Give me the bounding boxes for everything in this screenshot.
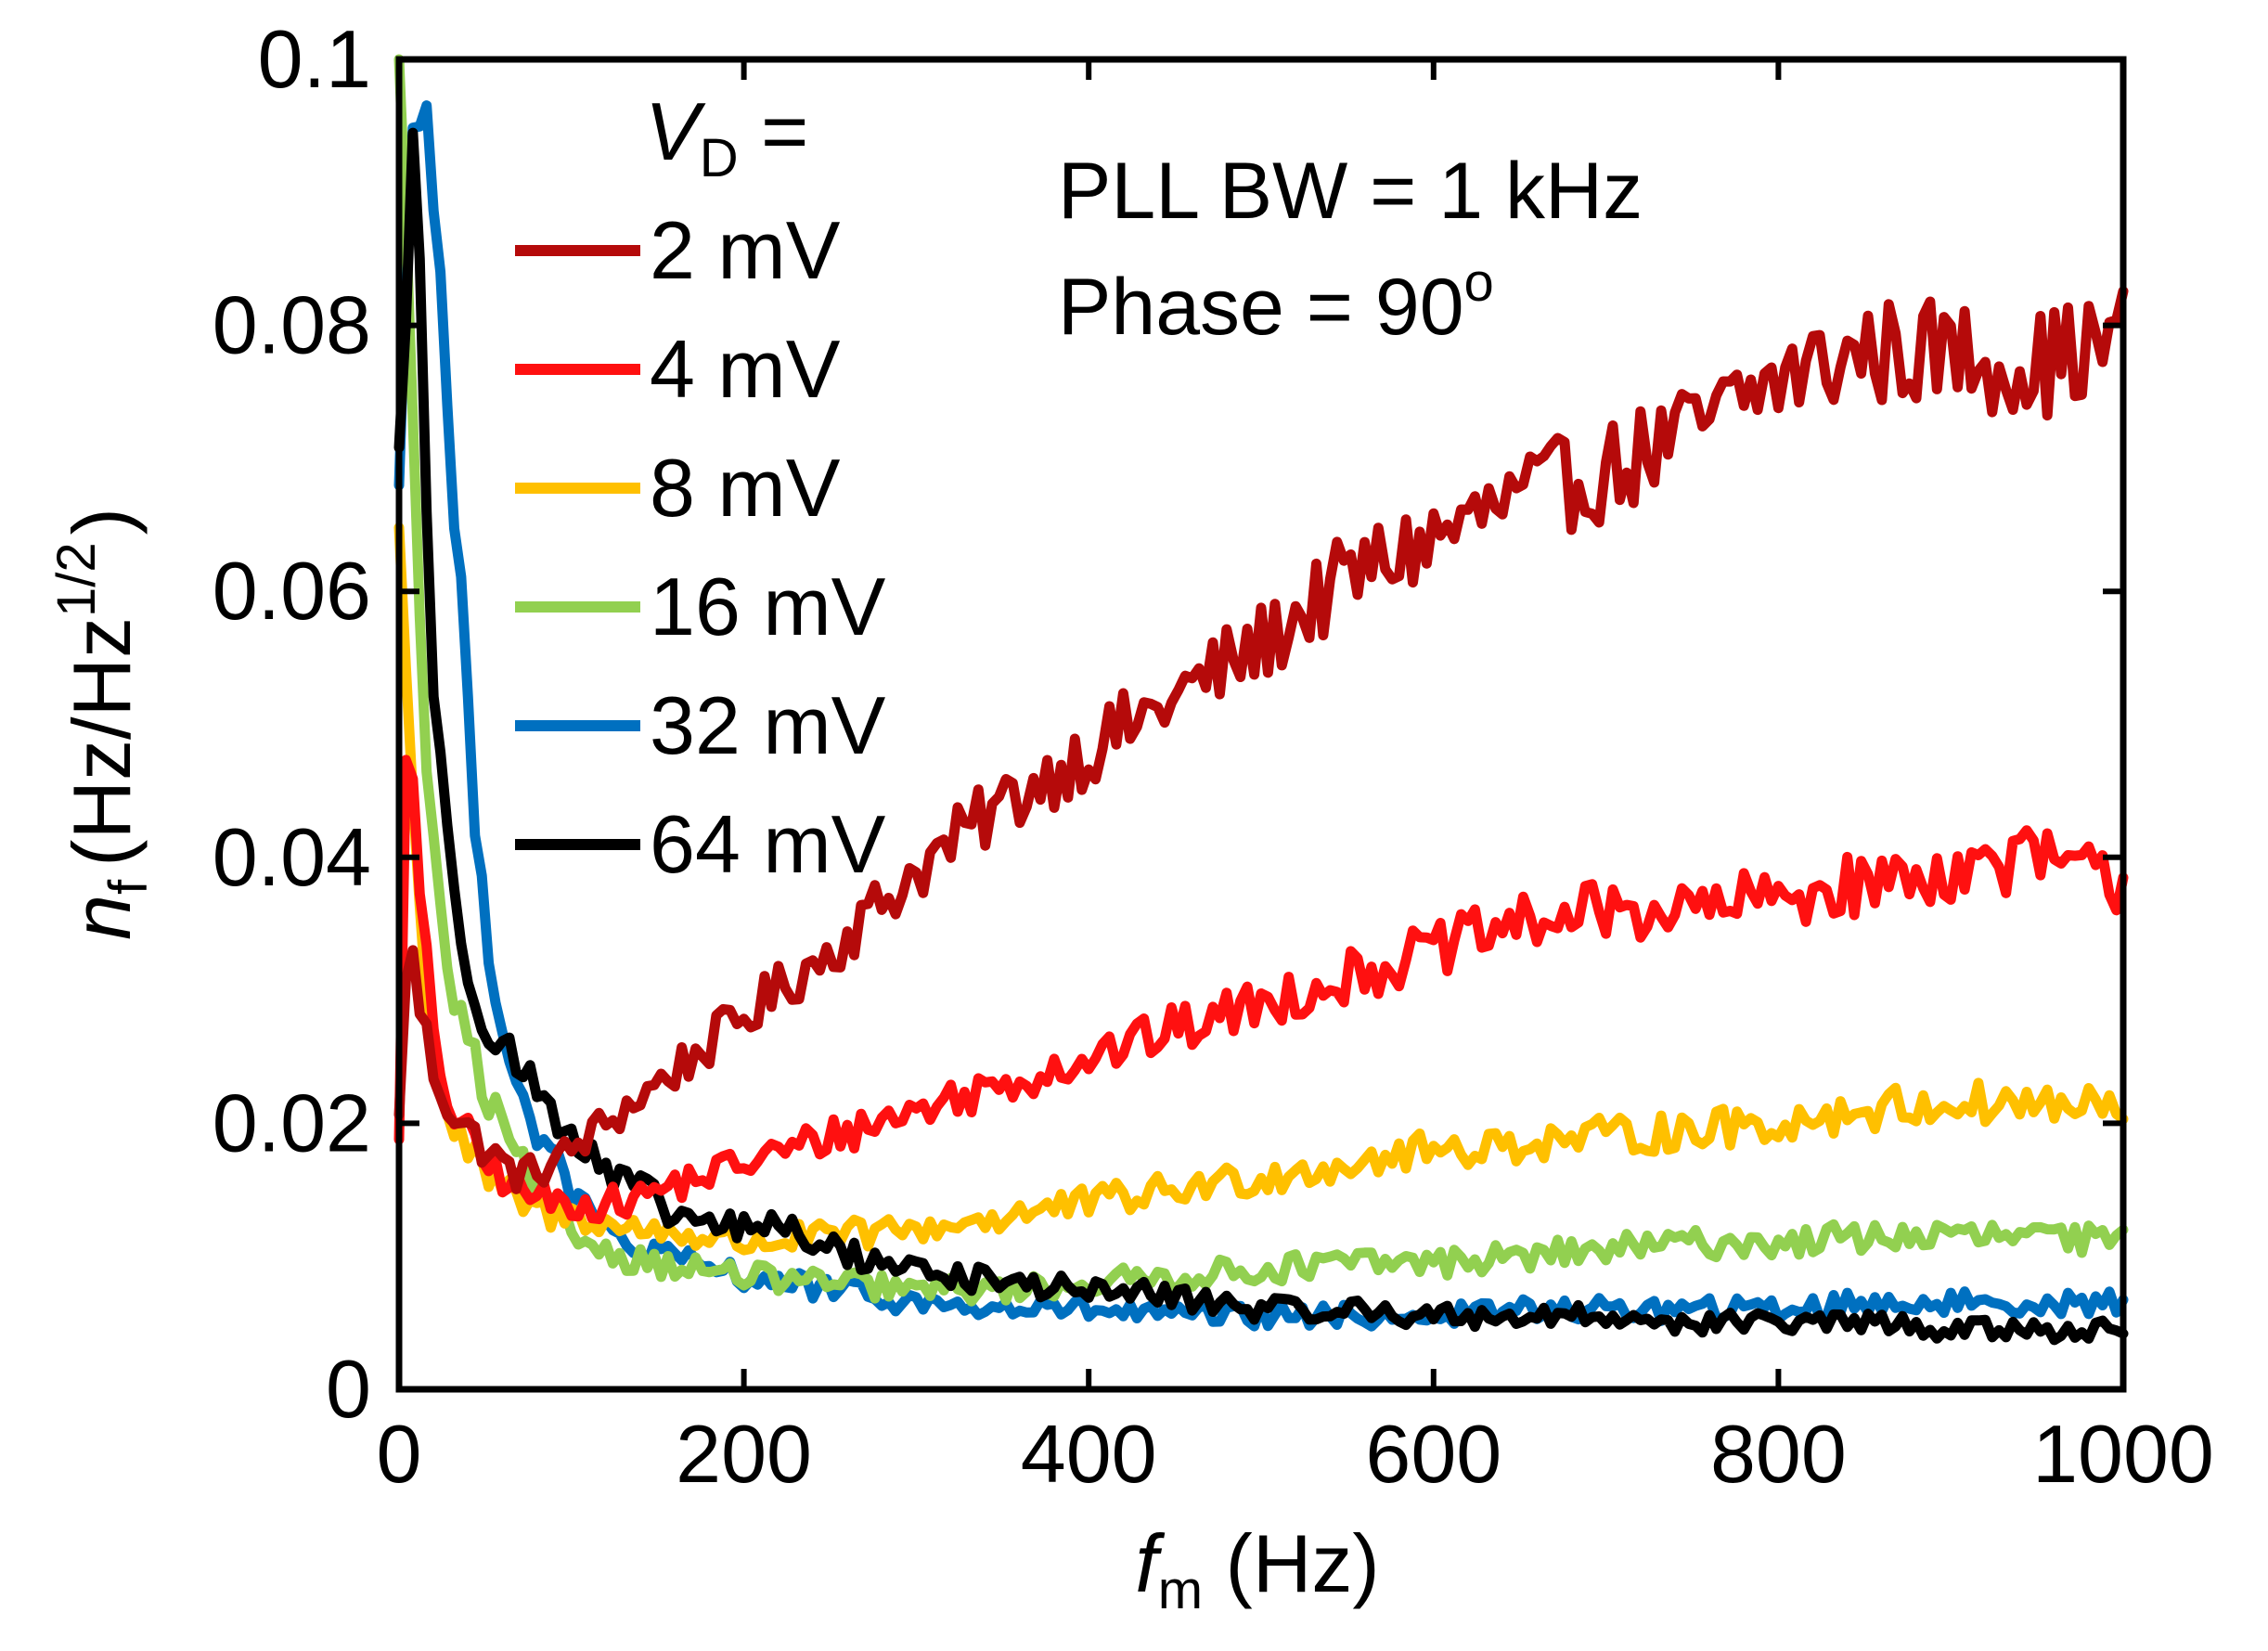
- legend-label: 4 mV: [650, 323, 841, 415]
- y-tick-label: 0.02: [213, 1077, 371, 1168]
- series-line-2-mv: [393, 286, 2129, 1194]
- legend-label: 64 mV: [650, 798, 886, 890]
- legend-label: 8 mV: [650, 442, 841, 534]
- legend-entries: 2 mV 4 mV 8 mV 16 mV 32 mV 64 mV: [515, 204, 886, 890]
- plot-frame: [395, 56, 2127, 1393]
- x-tick-label: 400: [1021, 1408, 1157, 1500]
- series-layer: [393, 54, 2129, 1346]
- y-axis-label: nf(Hz/Hz1/2): [46, 508, 159, 940]
- x-tick-label: 800: [1710, 1408, 1847, 1500]
- x-tick-label: 600: [1365, 1408, 1501, 1500]
- y-tick-label: 0: [326, 1343, 371, 1435]
- legend-label: 16 mV: [650, 561, 886, 652]
- legend: VD = 2 mV 4 mV 8 mV 16 mV 32 mV 64 mV: [515, 85, 886, 890]
- x-axis-label: fm (Hz): [1135, 1517, 1379, 1620]
- y-tick-label: 0.06: [213, 545, 371, 637]
- annotation-phase: Phase = 90o: [1058, 252, 1494, 352]
- series-line-16-mv: [393, 54, 2129, 1307]
- series-line-8-mv: [393, 522, 2129, 1256]
- legend-label: 2 mV: [650, 204, 841, 296]
- series-line-64-mv: [393, 127, 2129, 1346]
- y-tick-label: 0.08: [213, 279, 371, 371]
- legend-label: 32 mV: [650, 679, 886, 771]
- series-line-4-mv: [393, 755, 2129, 1225]
- x-tick-label: 200: [676, 1408, 812, 1500]
- x-tick-label: 0: [377, 1408, 422, 1500]
- y-tick-label: 0.04: [213, 811, 371, 903]
- annotation-pll-bandwidth: PLL BW = 1 kHz: [1058, 147, 1643, 236]
- x-tick-label: 1000: [2032, 1408, 2214, 1500]
- y-tick-label: 0.1: [258, 13, 371, 105]
- ticks-layer: 0 200 400 600 800 1000 0 0.02 0.04 0.06 0.08 0.1: [213, 13, 2214, 1500]
- legend-title: VD =: [645, 85, 808, 188]
